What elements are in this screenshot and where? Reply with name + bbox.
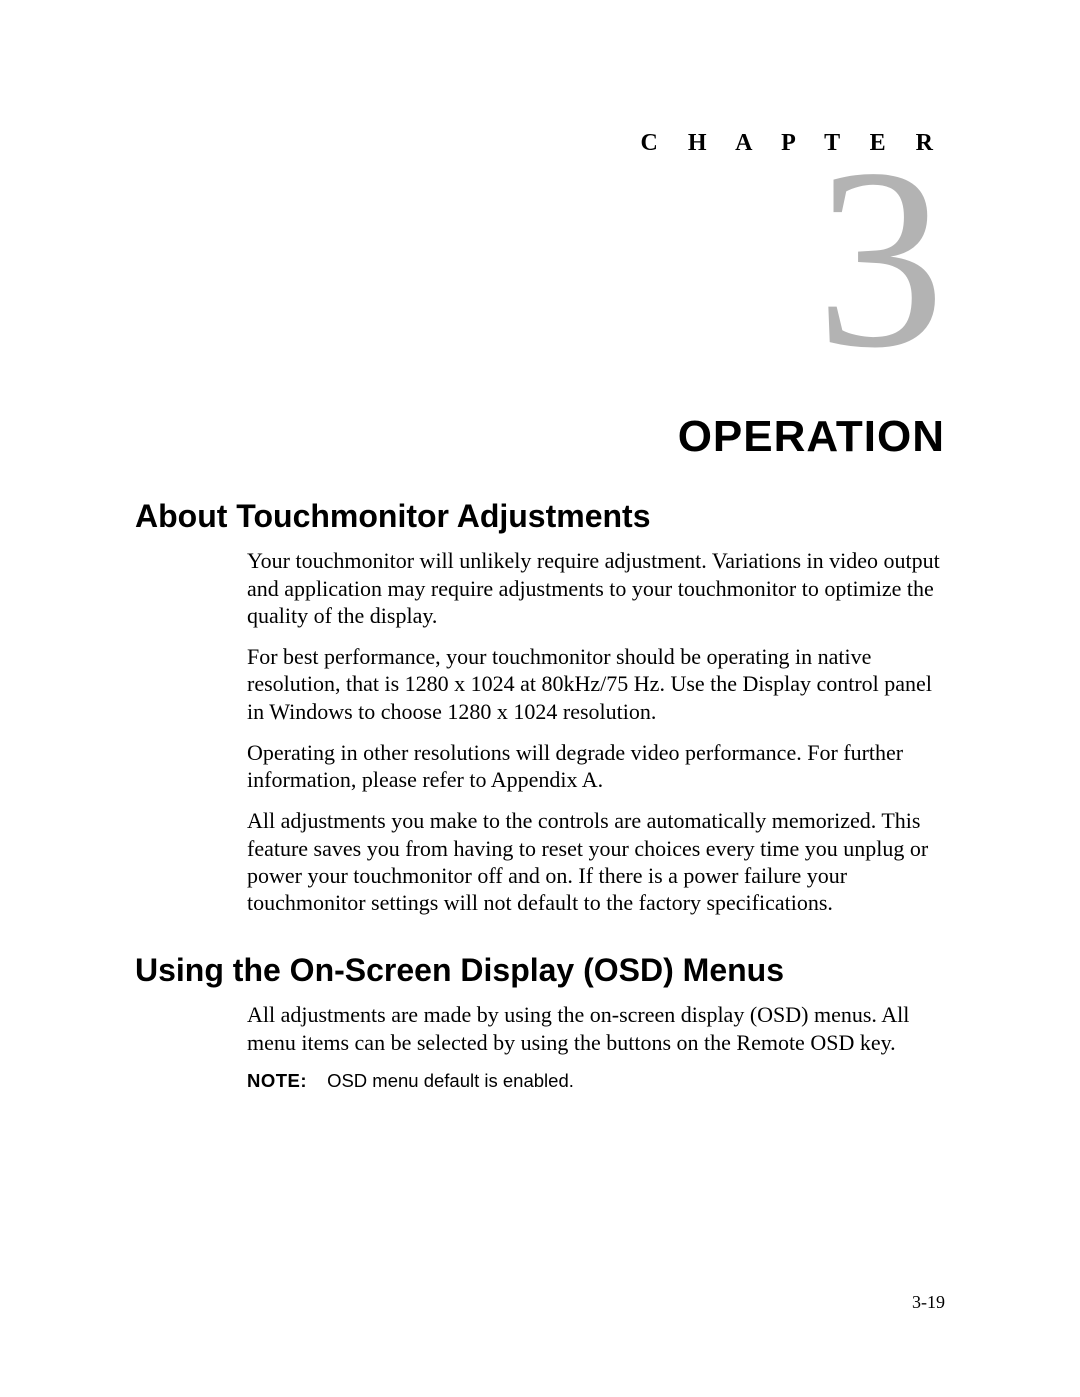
section-heading-osd: Using the On-Screen Display (OSD) Menus xyxy=(135,952,945,989)
body-paragraph: Operating in other resolutions will degr… xyxy=(247,739,945,794)
body-paragraph: All adjustments are made by using the on… xyxy=(247,1001,945,1056)
note-row: NOTE: OSD menu default is enabled. xyxy=(247,1070,945,1092)
section-heading-adjustments: About Touchmonitor Adjustments xyxy=(135,498,945,535)
document-page: C H A P T E R 3 OPERATION About Touchmon… xyxy=(0,0,1080,1397)
chapter-number: 3 xyxy=(135,149,945,368)
page-number: 3-19 xyxy=(912,1292,945,1313)
body-paragraph: All adjustments you make to the controls… xyxy=(247,807,945,916)
body-paragraph: Your touchmonitor will unlikely require … xyxy=(247,547,945,629)
section2-body: All adjustments are made by using the on… xyxy=(247,1001,945,1092)
chapter-title: OPERATION xyxy=(135,412,945,462)
note-label: NOTE: xyxy=(247,1070,307,1092)
section1-body: Your touchmonitor will unlikely require … xyxy=(247,547,945,916)
body-paragraph: For best performance, your touchmonitor … xyxy=(247,643,945,725)
note-text: OSD menu default is enabled. xyxy=(327,1070,574,1092)
